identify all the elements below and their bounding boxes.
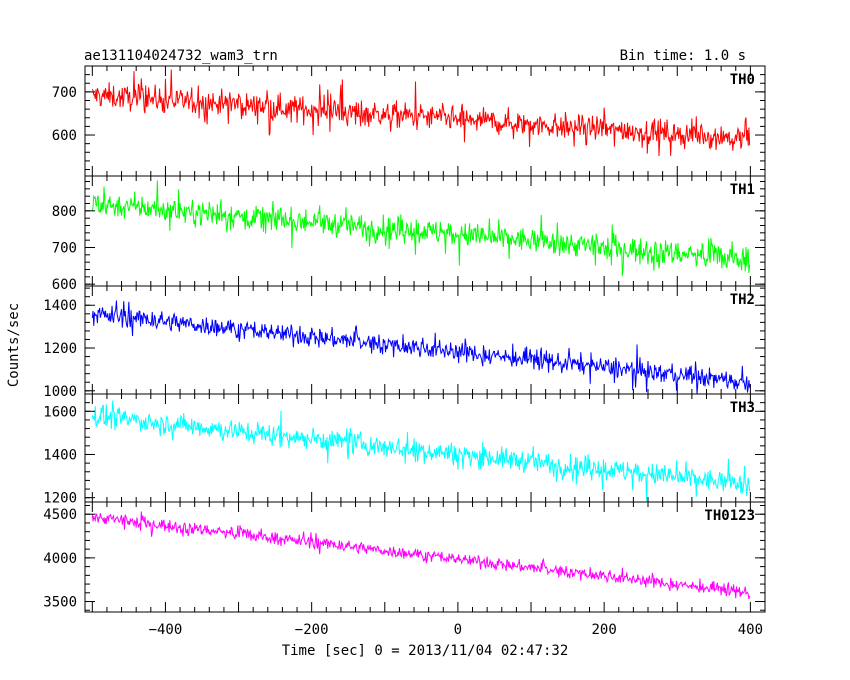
- x-axis-label: Time [sec] 0 = 2013/11/04 02:47:32: [282, 643, 569, 659]
- y-tick-label: 600: [52, 128, 77, 144]
- panel-label: TH0: [730, 72, 755, 88]
- panel-frame: [84, 393, 766, 503]
- series-line-th3: [91, 400, 751, 502]
- y-tick-label: 1200: [43, 491, 77, 507]
- x-axis: −400 −200 0 200 400: [149, 622, 763, 638]
- y-tick-label: 1600: [43, 404, 77, 420]
- y-tick-label: 3500: [43, 595, 77, 611]
- series-line-th0: [91, 69, 751, 157]
- y-tick-label: 700: [52, 241, 77, 257]
- panel-th0123: 3500 4000 4500 TH0123: [43, 501, 766, 613]
- plot-title: ae131104024732_wam3_trn: [84, 48, 278, 64]
- panel-th0: 600 700 TH0: [52, 65, 766, 177]
- y-tick-label: 1400: [43, 447, 77, 463]
- y-tick-label: 1400: [43, 298, 77, 314]
- panel-frame: [84, 285, 766, 395]
- panel-frame: [84, 65, 766, 177]
- y-tick-label: 700: [52, 85, 77, 101]
- panel-label: TH1: [730, 182, 755, 198]
- y-tick-label: 1000: [43, 384, 77, 400]
- x-tick-label: 0: [454, 622, 462, 638]
- panel-label: TH3: [730, 400, 755, 416]
- panel-th3: 1200 1400 1600 TH3: [43, 393, 766, 507]
- y-tick-label: 4500: [43, 507, 77, 523]
- panel-label: TH2: [730, 292, 755, 308]
- x-tick-label: −400: [149, 622, 183, 638]
- x-tick-label: 400: [738, 622, 763, 638]
- y-axis-label: Counts/sec: [6, 303, 22, 387]
- panel-stack: 600 700 TH0 600 700 800 TH1 1000 1200 1400 TH2 1200…: [43, 65, 766, 613]
- series-line-th0123: [91, 511, 751, 600]
- y-tick-label: 800: [52, 204, 77, 220]
- x-tick-label: −200: [295, 622, 329, 638]
- y-tick-label: 4000: [43, 551, 77, 567]
- series-line-th1: [91, 180, 751, 276]
- panel-frame: [84, 501, 766, 613]
- panel-th1: 600 700 800 TH1: [52, 175, 766, 293]
- panel-th2: 1000 1200 1400 TH2: [43, 285, 766, 400]
- bin-time-label: Bin time: 1.0 s: [620, 48, 746, 64]
- panel-label: TH0123: [704, 508, 755, 524]
- x-tick-label: 200: [591, 622, 616, 638]
- y-tick-label: 1200: [43, 341, 77, 357]
- series-line-th2: [91, 300, 751, 394]
- y-tick-label: 600: [52, 277, 77, 293]
